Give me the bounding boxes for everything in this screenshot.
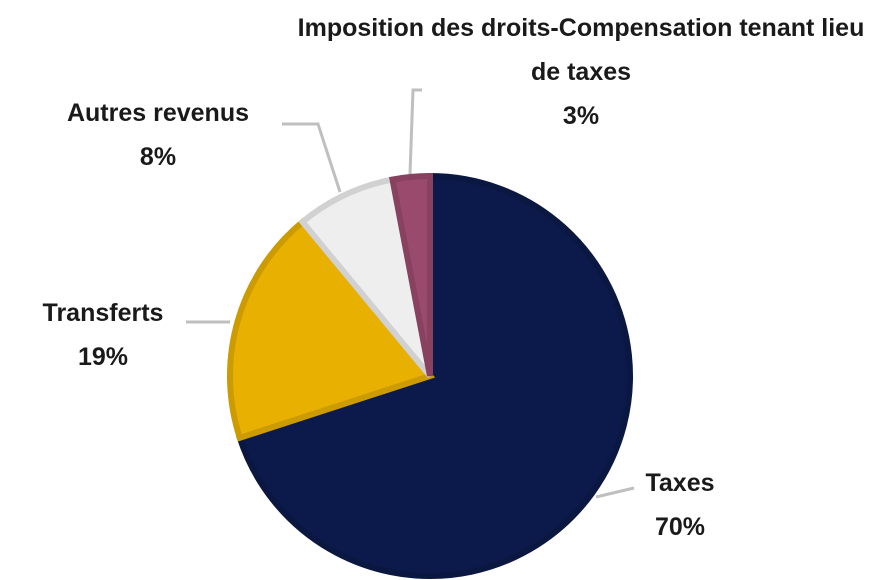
slice-name: Autres revenus	[66, 99, 250, 127]
leader-line	[595, 486, 635, 499]
pie	[227, 172, 633, 579]
slice-name: Taxes	[645, 469, 715, 497]
slice-name: Imposition des droits-Compensation tenan…	[297, 14, 865, 86]
slice-label: Autres revenus 8%	[67, 91, 249, 179]
slice-label: Imposition des droits-Compensation tenan…	[291, 6, 871, 138]
leader-line	[282, 122, 342, 193]
slice-label: Taxes 70%	[645, 461, 714, 549]
slice-value: 8%	[139, 143, 177, 171]
pie-slice	[389, 172, 433, 377]
pie-slice	[227, 217, 436, 442]
slice-label: Transferts 19%	[43, 291, 164, 379]
slice-name: Transferts	[42, 299, 164, 327]
leader-line	[408, 88, 422, 175]
slice-value: 19%	[77, 343, 129, 371]
slice-value: 70%	[654, 513, 706, 541]
leader-lines	[186, 88, 635, 499]
pie-slice	[236, 172, 633, 579]
slice-value: 3%	[562, 102, 600, 130]
